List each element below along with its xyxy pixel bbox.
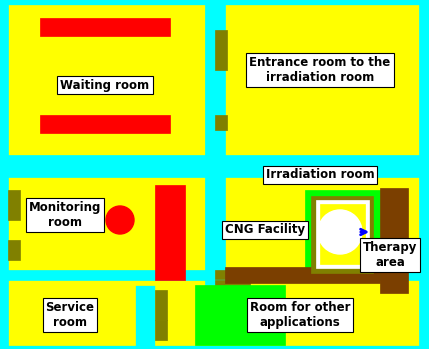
Bar [5, 275, 135, 345]
Bar [0, 270, 429, 280]
Bar [220, 155, 420, 285]
Bar [215, 270, 250, 279]
Bar [5, 175, 205, 285]
Bar [40, 115, 170, 133]
Bar [225, 267, 380, 283]
Bar [320, 204, 365, 264]
Bar [305, 190, 380, 280]
Bar [419, 0, 429, 349]
Text: Irradiation room: Irradiation room [266, 169, 375, 181]
Text: Room for other
applications: Room for other applications [250, 301, 350, 329]
Bar [316, 200, 369, 268]
Bar [155, 275, 420, 345]
Bar [205, 155, 225, 295]
Bar [8, 240, 20, 260]
Bar [155, 290, 167, 320]
Circle shape [318, 210, 362, 254]
Bar [155, 320, 167, 340]
Bar [0, 0, 8, 349]
Text: Entrance room to the
irradiation room: Entrance room to the irradiation room [249, 56, 391, 84]
Bar [205, 0, 225, 175]
Text: Monitoring
room: Monitoring room [29, 201, 101, 229]
Circle shape [106, 206, 134, 234]
Bar [195, 285, 285, 345]
Text: CNG Facility: CNG Facility [225, 223, 305, 237]
Bar [8, 190, 20, 220]
Bar [220, 5, 420, 160]
Bar [380, 188, 408, 293]
Text: Waiting room: Waiting room [60, 79, 150, 91]
Bar [40, 18, 170, 36]
Bar [5, 5, 205, 160]
Bar [311, 196, 373, 273]
Bar [215, 280, 250, 289]
Bar [215, 30, 227, 70]
Text: Therapy
area: Therapy area [363, 241, 417, 269]
Bar [0, 155, 429, 177]
Text: Service
room: Service room [45, 301, 94, 329]
Bar [155, 185, 185, 280]
Bar [215, 115, 227, 130]
